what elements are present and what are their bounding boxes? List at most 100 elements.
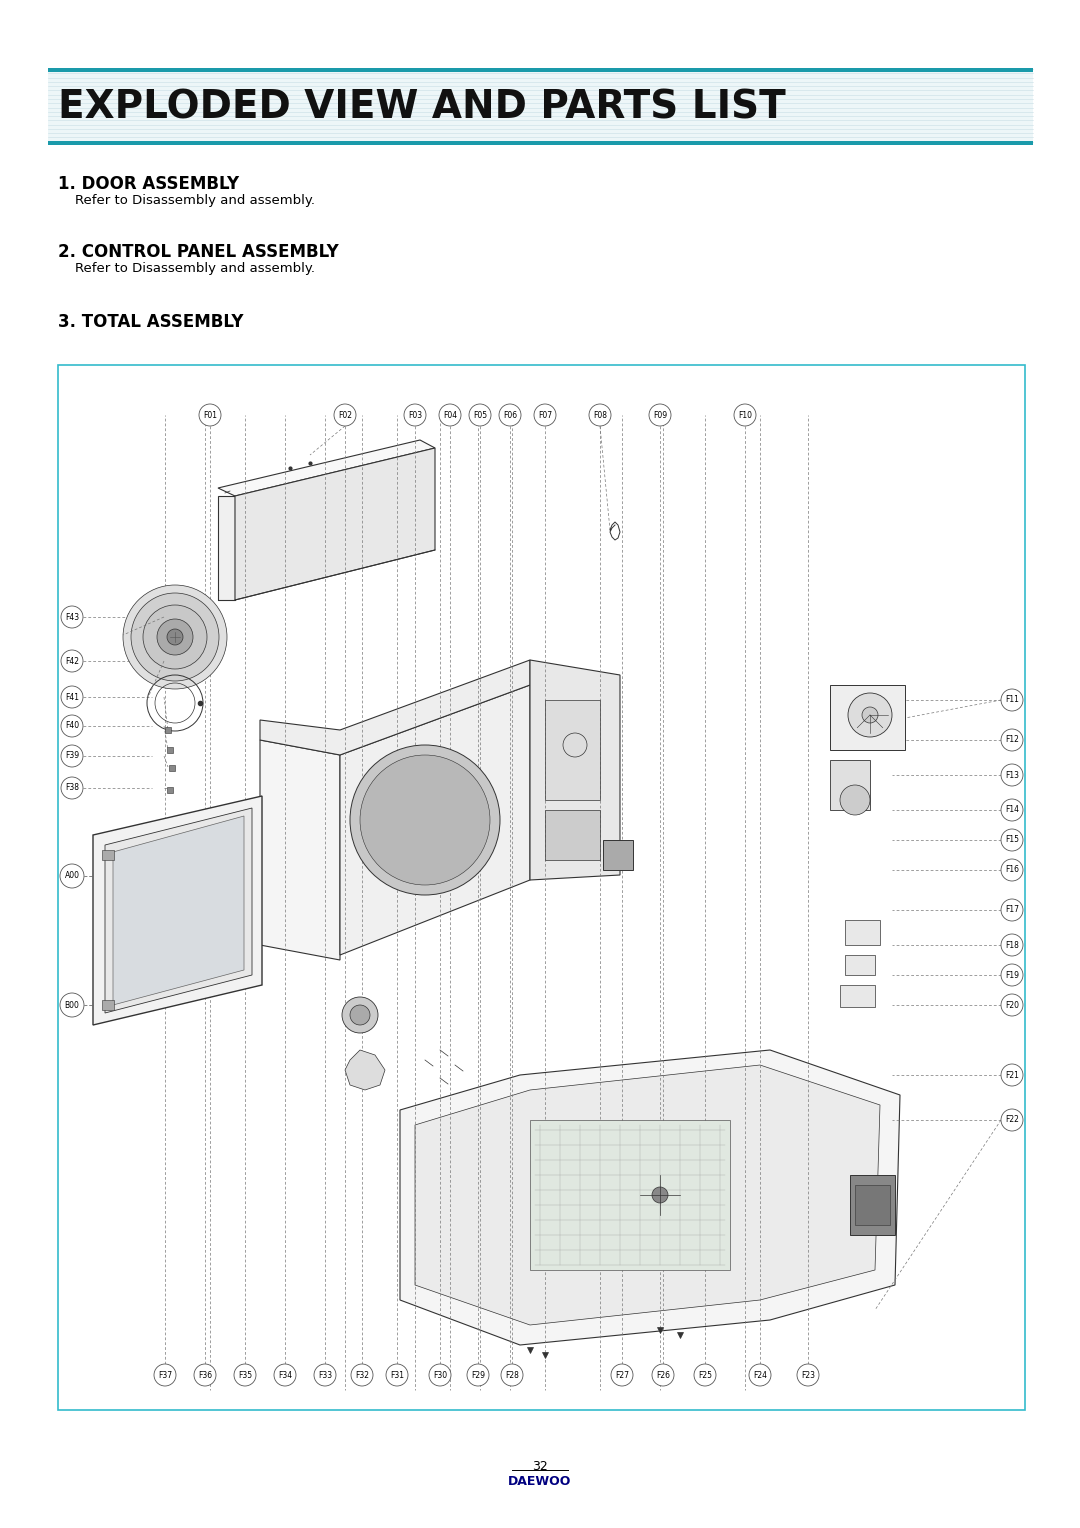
- Circle shape: [234, 1365, 256, 1386]
- Text: F34: F34: [278, 1371, 292, 1380]
- Circle shape: [60, 715, 83, 736]
- Circle shape: [143, 605, 207, 669]
- Text: F12: F12: [1005, 735, 1018, 744]
- Circle shape: [1001, 799, 1023, 821]
- Text: F01: F01: [203, 411, 217, 420]
- Text: DAEWOO: DAEWOO: [509, 1475, 571, 1488]
- Circle shape: [60, 778, 83, 799]
- Text: F40: F40: [65, 721, 79, 730]
- Circle shape: [194, 1365, 216, 1386]
- Bar: [603, 840, 633, 869]
- Circle shape: [386, 1365, 408, 1386]
- Bar: [831, 759, 870, 810]
- Text: F19: F19: [1005, 970, 1020, 979]
- Circle shape: [1001, 898, 1023, 921]
- Circle shape: [360, 755, 490, 885]
- Polygon shape: [105, 808, 252, 1013]
- Polygon shape: [340, 685, 530, 955]
- Circle shape: [60, 686, 83, 707]
- Bar: [845, 920, 880, 944]
- Text: F24: F24: [753, 1371, 767, 1380]
- Text: F10: F10: [738, 411, 752, 420]
- Circle shape: [167, 630, 183, 645]
- Bar: [48, 69, 1032, 145]
- Circle shape: [467, 1365, 489, 1386]
- Polygon shape: [345, 1050, 384, 1089]
- Circle shape: [199, 403, 221, 426]
- Text: F11: F11: [1005, 695, 1018, 704]
- Circle shape: [60, 993, 84, 1018]
- Text: EXPLODED VIEW AND PARTS LIST: EXPLODED VIEW AND PARTS LIST: [58, 89, 786, 127]
- Polygon shape: [530, 660, 620, 880]
- Circle shape: [60, 746, 83, 767]
- Circle shape: [314, 1365, 336, 1386]
- Text: Refer to Disassembly and assembly.: Refer to Disassembly and assembly.: [75, 261, 315, 275]
- Circle shape: [1001, 964, 1023, 986]
- Polygon shape: [260, 660, 530, 755]
- Text: F32: F32: [355, 1371, 369, 1380]
- Bar: [102, 850, 114, 860]
- Polygon shape: [113, 816, 244, 1005]
- Circle shape: [1001, 689, 1023, 711]
- Circle shape: [123, 585, 227, 689]
- Polygon shape: [218, 440, 435, 497]
- Text: B00: B00: [65, 1001, 80, 1010]
- Text: 3. TOTAL ASSEMBLY: 3. TOTAL ASSEMBLY: [58, 313, 243, 332]
- Text: Refer to Disassembly and assembly.: Refer to Disassembly and assembly.: [75, 194, 315, 206]
- Circle shape: [1001, 995, 1023, 1016]
- Text: F29: F29: [471, 1371, 485, 1380]
- Text: F07: F07: [538, 411, 552, 420]
- Circle shape: [60, 863, 84, 888]
- Bar: [545, 700, 600, 801]
- Text: F20: F20: [1005, 1001, 1020, 1010]
- Text: F02: F02: [338, 411, 352, 420]
- Circle shape: [499, 403, 521, 426]
- Text: F28: F28: [505, 1371, 518, 1380]
- Text: F13: F13: [1005, 770, 1020, 779]
- Circle shape: [404, 403, 426, 426]
- Polygon shape: [218, 497, 235, 601]
- Text: F33: F33: [318, 1371, 332, 1380]
- Circle shape: [438, 403, 461, 426]
- Circle shape: [1001, 1063, 1023, 1086]
- Circle shape: [652, 1187, 669, 1203]
- Text: F25: F25: [698, 1371, 712, 1380]
- Circle shape: [60, 607, 83, 628]
- Circle shape: [862, 707, 878, 723]
- Text: F17: F17: [1005, 906, 1020, 914]
- Text: F42: F42: [65, 657, 79, 666]
- Polygon shape: [235, 448, 435, 601]
- Text: F18: F18: [1005, 941, 1018, 949]
- Circle shape: [652, 1365, 674, 1386]
- Circle shape: [1001, 764, 1023, 785]
- Circle shape: [274, 1365, 296, 1386]
- Circle shape: [334, 403, 356, 426]
- Bar: [48, 69, 1032, 72]
- Circle shape: [611, 1365, 633, 1386]
- Text: F26: F26: [656, 1371, 670, 1380]
- Text: F05: F05: [473, 411, 487, 420]
- Text: F39: F39: [65, 752, 79, 761]
- Circle shape: [469, 403, 491, 426]
- Circle shape: [342, 996, 378, 1033]
- Bar: [58, 365, 1025, 1410]
- Circle shape: [694, 1365, 716, 1386]
- Text: 2. CONTROL PANEL ASSEMBLY: 2. CONTROL PANEL ASSEMBLY: [58, 243, 339, 261]
- Circle shape: [60, 649, 83, 672]
- Circle shape: [848, 694, 892, 736]
- Bar: [840, 986, 875, 1007]
- Text: F22: F22: [1005, 1115, 1018, 1125]
- Bar: [48, 141, 1032, 145]
- Bar: [831, 685, 905, 750]
- Circle shape: [1001, 1109, 1023, 1131]
- Text: F15: F15: [1005, 836, 1020, 845]
- Circle shape: [649, 403, 671, 426]
- Circle shape: [350, 746, 500, 895]
- Text: F27: F27: [615, 1371, 629, 1380]
- Text: F38: F38: [65, 784, 79, 793]
- Text: F03: F03: [408, 411, 422, 420]
- Text: F04: F04: [443, 411, 457, 420]
- Bar: [530, 1120, 730, 1270]
- Circle shape: [750, 1365, 771, 1386]
- Circle shape: [1001, 830, 1023, 851]
